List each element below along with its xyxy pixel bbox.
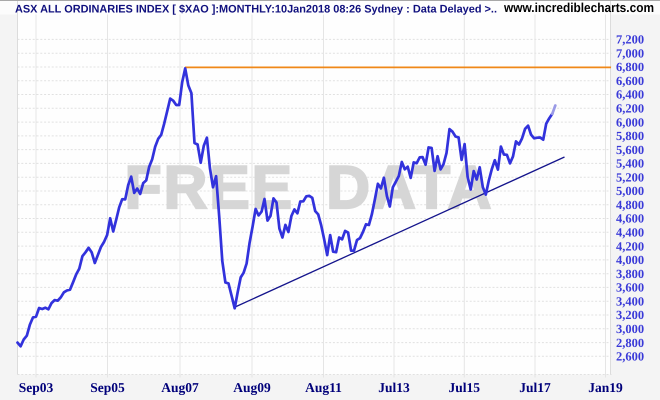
svg-text:2,800: 2,800 (616, 336, 644, 350)
svg-text:4,200: 4,200 (616, 239, 644, 253)
svg-text:3,400: 3,400 (616, 294, 644, 308)
svg-text:5,400: 5,400 (616, 157, 644, 171)
svg-text:www.incrediblecharts.com: www.incrediblecharts.com (503, 0, 654, 15)
svg-text:Aug11: Aug11 (305, 380, 342, 395)
svg-text:Aug07: Aug07 (161, 380, 199, 395)
svg-text:3,800: 3,800 (616, 267, 644, 281)
svg-text:5,600: 5,600 (616, 143, 644, 157)
svg-text:Jul15: Jul15 (449, 380, 481, 395)
svg-text:ASX ALL ORDINARIES INDEX [ $XA: ASX ALL ORDINARIES INDEX [ $XAO ]:MONTHL… (15, 3, 497, 15)
svg-text:Jul17: Jul17 (519, 380, 551, 395)
svg-text:7,200: 7,200 (616, 33, 644, 47)
svg-text:Sep03: Sep03 (19, 380, 54, 395)
svg-text:Jul13: Jul13 (378, 380, 410, 395)
svg-text:4,800: 4,800 (616, 198, 644, 212)
svg-text:6,800: 6,800 (616, 60, 644, 74)
svg-text:Sep05: Sep05 (90, 380, 125, 395)
svg-text:6,600: 6,600 (616, 74, 644, 88)
svg-text:5,800: 5,800 (616, 129, 644, 143)
svg-text:4,600: 4,600 (616, 212, 644, 226)
svg-text:Aug09: Aug09 (233, 380, 271, 395)
svg-text:FREE DATA: FREE DATA (125, 153, 494, 221)
svg-text:4,000: 4,000 (616, 253, 644, 267)
svg-text:3,200: 3,200 (616, 308, 644, 322)
svg-text:3,600: 3,600 (616, 281, 644, 295)
svg-text:Jan19: Jan19 (588, 380, 623, 395)
svg-text:5,200: 5,200 (616, 170, 644, 184)
svg-text:6,200: 6,200 (616, 102, 644, 116)
svg-text:7,000: 7,000 (616, 46, 644, 60)
svg-text:6,400: 6,400 (616, 88, 644, 102)
svg-text:6,000: 6,000 (616, 115, 644, 129)
svg-text:4,400: 4,400 (616, 226, 644, 240)
svg-text:5,000: 5,000 (616, 184, 644, 198)
svg-text:2,600: 2,600 (616, 350, 644, 364)
svg-text:3,000: 3,000 (616, 322, 644, 336)
